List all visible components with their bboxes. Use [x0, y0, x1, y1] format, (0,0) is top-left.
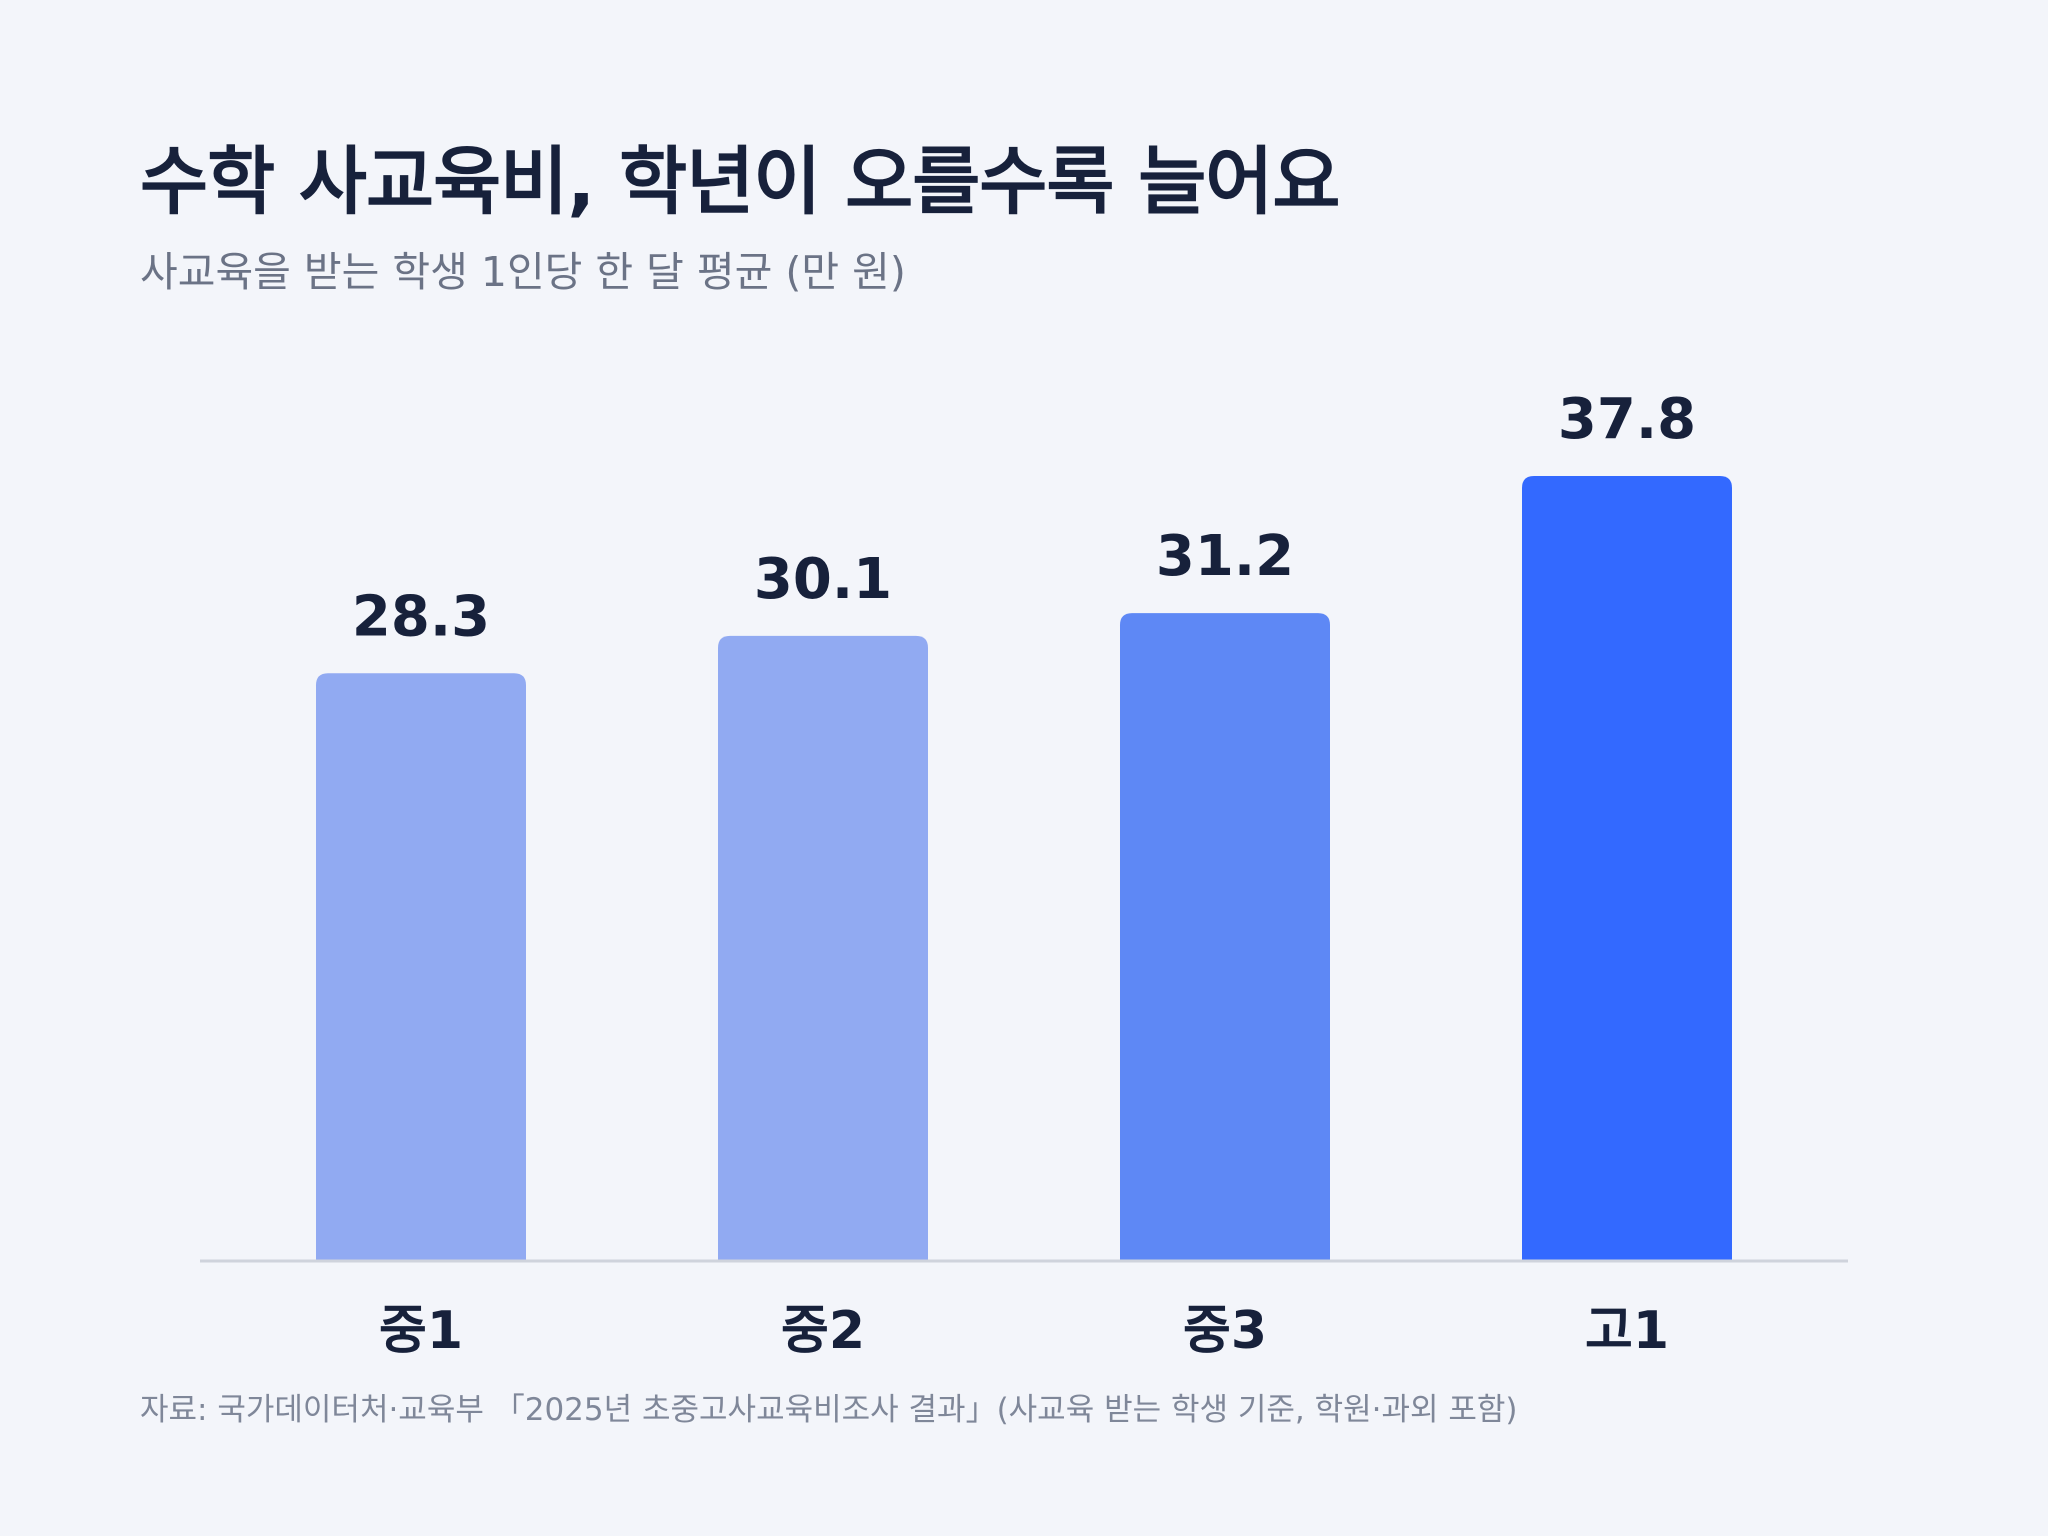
- bar-value-label: 37.8: [1558, 387, 1696, 452]
- category-label: 중3: [1183, 1301, 1267, 1361]
- bar-value-label: 31.2: [1156, 524, 1294, 589]
- bar-2: [718, 635, 928, 1261]
- bar-3: [1120, 613, 1330, 1261]
- source-note: 자료: 국가데이터처·교육부 「2025년 초중고사교육비조사 결과」(사교육 …: [140, 1392, 1518, 1428]
- bar-value-label: 30.1: [754, 547, 892, 612]
- category-label: 중1: [379, 1301, 463, 1361]
- bar-4: [1522, 476, 1732, 1261]
- chart-title: 수학 사교육비, 학년이 오를수록 늘어요: [140, 139, 1340, 225]
- category-label: 고1: [1585, 1301, 1669, 1361]
- bar-1: [316, 673, 526, 1261]
- chart-subtitle: 사교육을 받는 학생 1인당 한 달 평균 (만 원): [140, 248, 906, 296]
- bars-group: [316, 476, 1732, 1261]
- bar-value-label: 28.3: [352, 584, 490, 649]
- category-label: 중2: [781, 1301, 865, 1361]
- labels-group: 28.3 중1 30.1 중2 31.2 중3 37.8 고1: [352, 387, 1696, 1361]
